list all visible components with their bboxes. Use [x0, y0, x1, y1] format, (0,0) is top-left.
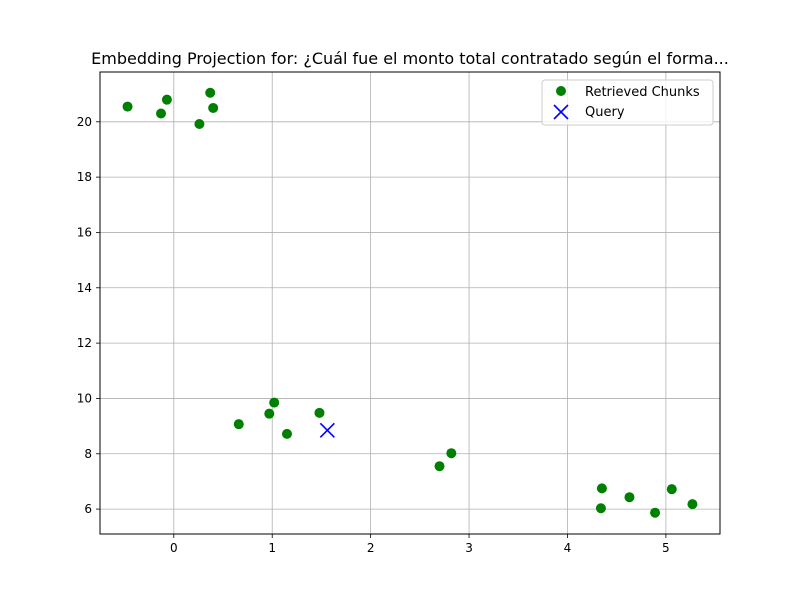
- retrieved-chunk-point: [264, 408, 275, 419]
- retrieved-chunk-point: [281, 428, 292, 439]
- query-point: [319, 422, 335, 438]
- retrieved-chunk-point: [156, 108, 167, 119]
- legend-marker-retrieved-chunks: [556, 86, 566, 96]
- legend-box: [541, 79, 714, 126]
- legend-label-retrieved-chunks: Retrieved Chunks: [585, 85, 700, 100]
- y-tick-label: 10: [77, 391, 92, 405]
- retrieved-chunk-point: [624, 492, 635, 503]
- retrieved-chunk-point: [596, 483, 607, 494]
- x-tick-label: 5: [662, 541, 670, 555]
- retrieved-chunk-point: [595, 503, 606, 514]
- retrieved-chunk-point: [446, 448, 457, 459]
- y-tick-label: 6: [84, 502, 92, 516]
- retrieved-chunk-point: [233, 419, 244, 430]
- legend-label-query: Query: [585, 105, 625, 120]
- x-tick-label: 4: [564, 541, 572, 555]
- retrieved-chunk-point: [687, 499, 698, 510]
- y-tick-label: 14: [77, 281, 92, 295]
- y-tick-label: 8: [84, 447, 92, 461]
- chart-title: Embedding Projection for: ¿Cuál fue el m…: [91, 49, 729, 68]
- y-tick-label: 12: [77, 336, 92, 350]
- x-tick-label: 0: [170, 541, 178, 555]
- grid: [100, 72, 720, 534]
- retrieved-chunk-point: [314, 407, 325, 418]
- retrieved-chunk-point: [122, 101, 133, 112]
- retrieved-chunk-point: [161, 94, 172, 105]
- retrieved-chunk-point: [269, 397, 280, 408]
- retrieved-chunk-point: [194, 119, 205, 130]
- retrieved-chunk-point: [666, 484, 677, 495]
- retrieved-chunk-point: [434, 461, 445, 472]
- legend-marker-query: [553, 104, 569, 120]
- x-tick-label: 2: [367, 541, 375, 555]
- retrieved-chunk-point: [208, 102, 219, 113]
- retrieved-chunk-point: [205, 87, 216, 98]
- plot-frame: [99, 71, 721, 535]
- y-tick-label: 18: [77, 170, 92, 184]
- y-tick-label: 20: [77, 115, 92, 129]
- legend: Retrieved Chunks Query: [541, 79, 714, 126]
- data-points: [122, 87, 698, 518]
- x-tick-label: 3: [465, 541, 473, 555]
- x-tick-label: 1: [268, 541, 276, 555]
- y-tick-label: 16: [77, 225, 92, 239]
- retrieved-chunk-point: [650, 507, 661, 518]
